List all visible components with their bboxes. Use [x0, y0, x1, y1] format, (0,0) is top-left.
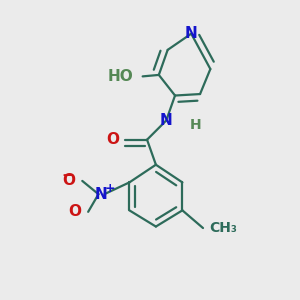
Text: H: H	[190, 118, 201, 132]
Text: N: N	[95, 187, 108, 202]
Text: N: N	[185, 26, 198, 41]
Text: O: O	[68, 204, 81, 219]
Text: N: N	[160, 113, 172, 128]
Text: HO: HO	[108, 69, 134, 84]
Text: O: O	[62, 173, 75, 188]
Text: −: −	[61, 168, 74, 183]
Text: O: O	[106, 132, 119, 147]
Text: CH₃: CH₃	[209, 221, 237, 235]
Text: +: +	[104, 182, 115, 195]
